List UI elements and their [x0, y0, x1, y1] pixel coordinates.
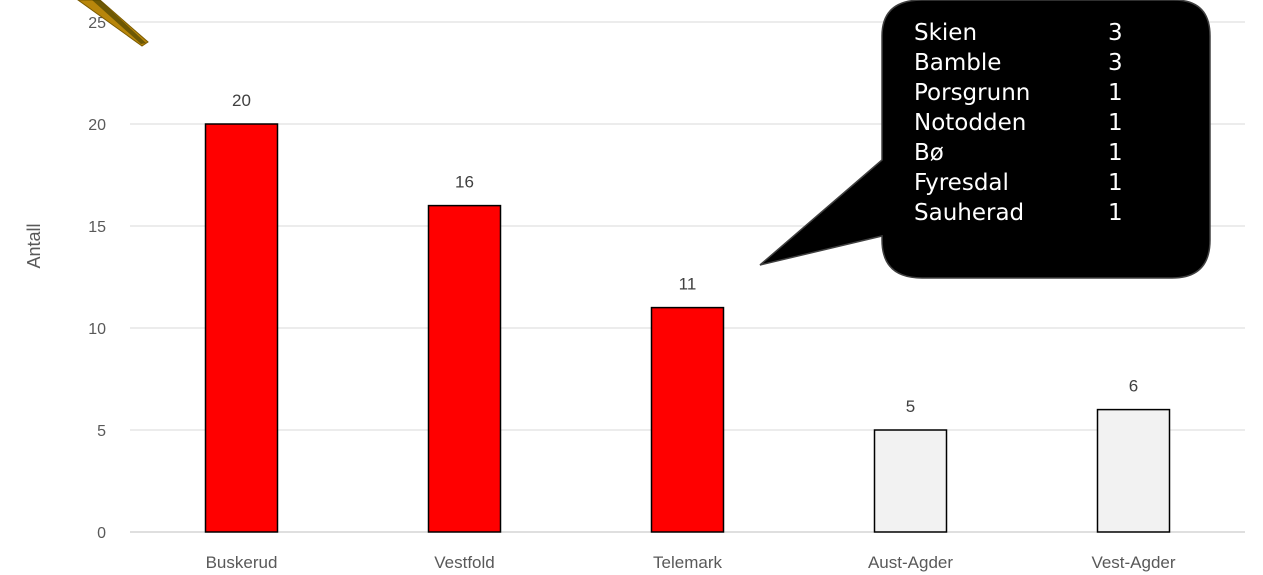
callout-item-value: 3	[1108, 20, 1123, 46]
y-tick-label: 0	[97, 525, 106, 542]
y-axis-ticks: 0 5 10 15 20 25	[88, 15, 106, 542]
bar-vest-agder	[1096, 408, 1171, 533]
callout-item-name: Fyresdal	[914, 170, 1009, 196]
callout-bubble: Skien 3 Bamble 3 Porsgrunn 1 Notodden 1 Bø 1 Fyres…	[759, 0, 1211, 279]
callout-item-value: 1	[1108, 110, 1123, 136]
bar-buskerud	[204, 123, 279, 533]
x-category-label: Aust-Agder	[868, 553, 953, 572]
callout-item-name: Sauherad	[914, 200, 1024, 226]
x-axis-categories: Buskerud Vestfold Telemark Aust-Agder Vest-A…	[206, 553, 1176, 572]
callout-item-value: 1	[1108, 80, 1123, 106]
bars	[204, 123, 1171, 533]
callout-item-name: Bamble	[914, 50, 1001, 76]
x-category-label: Vestfold	[434, 553, 495, 572]
bar-aust-agder	[873, 429, 948, 533]
callout-item-name: Notodden	[914, 110, 1026, 136]
arrow-icon	[77, 0, 149, 47]
data-label: 6	[1129, 377, 1138, 396]
x-category-label: Vest-Agder	[1091, 553, 1175, 572]
x-category-label: Telemark	[653, 553, 722, 572]
callout-shape	[759, 0, 1211, 279]
callout-item-name: Bø	[914, 140, 944, 166]
callout-item-name: Porsgrunn	[914, 80, 1030, 106]
y-tick-label: 25	[88, 15, 106, 32]
y-tick-label: 5	[97, 423, 106, 440]
y-tick-label: 10	[88, 321, 106, 338]
callout-item-name: Skien	[914, 20, 977, 46]
data-label: 16	[455, 173, 474, 192]
x-category-label: Buskerud	[206, 553, 278, 572]
data-label: 20	[232, 91, 251, 110]
callout-item-value: 1	[1108, 170, 1123, 196]
bar-telemark	[650, 306, 725, 533]
callout-item-value: 1	[1108, 140, 1123, 166]
y-axis-title: Antall	[24, 223, 44, 268]
y-tick-label: 15	[88, 219, 106, 236]
callout-item-value: 3	[1108, 50, 1123, 76]
callout-item-value: 1	[1108, 200, 1123, 226]
bar-vestfold	[427, 204, 502, 533]
y-tick-label: 20	[88, 117, 106, 134]
data-label: 11	[679, 275, 697, 294]
data-label: 5	[906, 397, 915, 416]
